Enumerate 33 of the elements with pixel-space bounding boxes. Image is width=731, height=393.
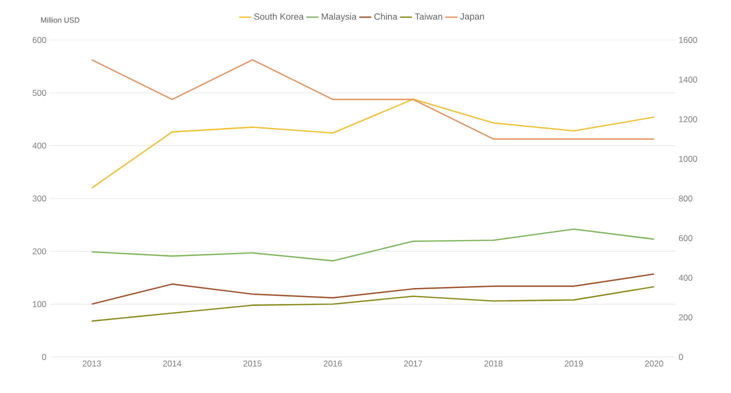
legend-label: South Korea bbox=[254, 13, 304, 20]
legend-label: Taiwan bbox=[414, 13, 442, 20]
y2-tick-label: 600 bbox=[678, 235, 692, 242]
x-tick-label: 2017 bbox=[404, 360, 422, 367]
x-tick-label: 2016 bbox=[324, 360, 342, 367]
y-tick-label: 100 bbox=[32, 301, 46, 308]
x-tick-label: 2013 bbox=[82, 360, 101, 367]
y-tick-label: 300 bbox=[32, 195, 46, 202]
y2-tick-label: 1200 bbox=[679, 116, 698, 122]
line-series bbox=[91, 273, 655, 305]
line-series bbox=[91, 286, 655, 322]
y2-tick-label: 400 bbox=[678, 274, 692, 281]
y2-tick-label: 1400 bbox=[679, 76, 698, 83]
y2-tick-label: 1000 bbox=[679, 156, 698, 162]
y2-tick-label: 200 bbox=[678, 314, 692, 320]
legend-label: China bbox=[374, 13, 398, 20]
line-series bbox=[91, 228, 655, 262]
x-tick-label: 2014 bbox=[163, 360, 182, 367]
x-tick-label: 2019 bbox=[564, 360, 583, 367]
x-tick-label: 2018 bbox=[484, 360, 503, 367]
y2-tick-label: 1600 bbox=[679, 36, 698, 43]
y2-tick-label: 800 bbox=[678, 195, 692, 202]
y-tick-label: 500 bbox=[32, 90, 46, 96]
legend-label: Japan bbox=[460, 13, 484, 22]
y-tick-label: 0 bbox=[42, 354, 46, 360]
legend-label: Malaysia bbox=[322, 13, 357, 22]
line-series bbox=[91, 98, 655, 189]
y-tick-label: 200 bbox=[32, 248, 46, 254]
x-tick-label: 2020 bbox=[645, 360, 664, 367]
y2-tick-label: 0 bbox=[678, 354, 683, 360]
y-tick-label: 600 bbox=[32, 37, 46, 44]
y-tick-label: 400 bbox=[32, 142, 46, 149]
x-tick-label: 2015 bbox=[243, 360, 262, 367]
